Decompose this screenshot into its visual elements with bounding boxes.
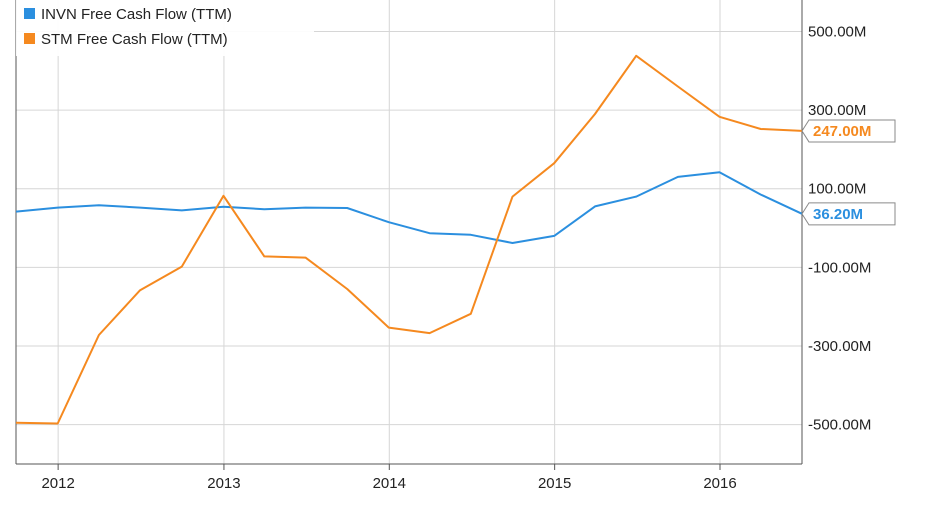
end-value-label: 247.00M xyxy=(801,119,896,143)
x-tick-label: 2014 xyxy=(373,475,406,492)
legend-swatch xyxy=(24,33,35,44)
y-tick-label: 500.00M xyxy=(808,23,866,40)
legend-swatch xyxy=(24,8,35,19)
legend-entry: STM Free Cash Flow (TTM) xyxy=(41,31,228,48)
x-tick-label: 2015 xyxy=(538,475,571,492)
end-label-text: 36.20M xyxy=(813,206,863,223)
y-tick-label: 300.00M xyxy=(808,102,866,119)
end-label-box xyxy=(801,202,896,226)
end-labels: 36.20M 247.00M xyxy=(801,119,896,226)
end-value-label: 36.20M xyxy=(801,202,896,226)
legend-background xyxy=(16,0,314,56)
end-label-text: 247.00M xyxy=(813,123,871,140)
legend-entry: INVN Free Cash Flow (TTM) xyxy=(41,6,232,23)
y-tick-label: -300.00M xyxy=(808,338,871,355)
y-tick-label: -500.00M xyxy=(808,417,871,434)
series-layer xyxy=(15,54,803,425)
x-tick-label: 2012 xyxy=(41,475,74,492)
axes: 500.00M 300.00M 100.00M -100.00M -300.00M -50… xyxy=(15,0,871,492)
series-line-1 xyxy=(15,54,803,425)
legend: INVN Free Cash Flow (TTM) STM Free Cash F… xyxy=(16,0,314,56)
series-line-0 xyxy=(15,171,803,244)
end-label-box xyxy=(801,119,896,143)
grid xyxy=(16,0,802,464)
y-tick-label: 100.00M xyxy=(808,181,866,198)
x-tick-label: 2013 xyxy=(207,475,240,492)
x-tick-label: 2016 xyxy=(703,475,736,492)
y-tick-label: -100.00M xyxy=(808,259,871,276)
